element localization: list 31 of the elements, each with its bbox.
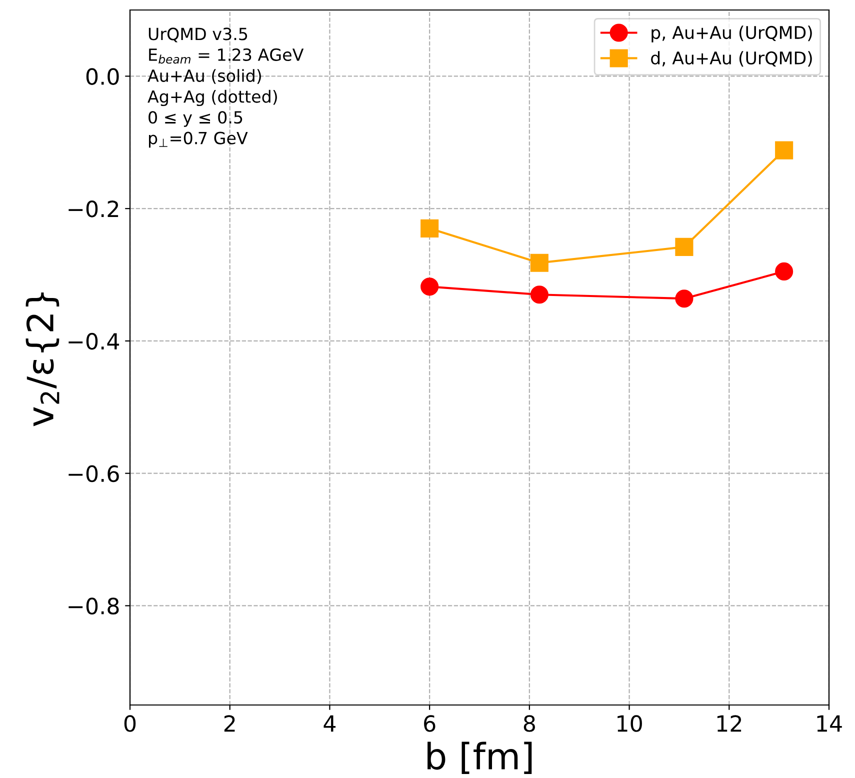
annotation: 0 ≤ y ≤ 0.5: [148, 111, 242, 127]
annotation: UrQMD v3.5: [148, 28, 248, 42]
y-tick-label: −0.4: [68, 332, 120, 350]
point: [420, 219, 439, 238]
x-tick-label: 8: [524, 715, 535, 732]
x-tick-label: 12: [717, 715, 742, 732]
legend-label: d, Au+Au (UrQMD): [651, 51, 812, 67]
x-tick-label: 10: [618, 715, 642, 732]
y-tick-label: −0.2: [68, 200, 118, 218]
annotation: Ag+Ag (dotted): [148, 90, 277, 106]
annotation: Au+Au (solid): [148, 69, 261, 84]
point: [675, 290, 694, 308]
y-axis-title: v$_{2}$/ε{2}: [26, 292, 60, 426]
point: [675, 238, 694, 256]
x-tick-label: 14: [817, 715, 842, 732]
point: [420, 278, 439, 296]
point: [530, 286, 548, 304]
annotation: p$_{⊥}$=0.7 GeV: [148, 132, 248, 148]
point: [530, 254, 548, 272]
y-tick-label: −0.6: [68, 465, 119, 482]
y-tick-label: 0.0: [86, 68, 119, 85]
x-tick-label: 2: [224, 715, 235, 732]
y-tick-label: −0.8: [68, 598, 119, 614]
x-tick-label: 0: [124, 715, 136, 732]
x-tick-label: 4: [324, 715, 336, 732]
x-tick-label: 6: [424, 715, 436, 732]
x-axis-title: b [fm]: [428, 742, 532, 774]
annotation: E$_{beam}$ = 1.23 AGeV: [149, 48, 304, 64]
point: [775, 141, 794, 160]
legend-label: p, Au+Au (UrQMD): [652, 26, 812, 42]
point: [775, 262, 794, 280]
